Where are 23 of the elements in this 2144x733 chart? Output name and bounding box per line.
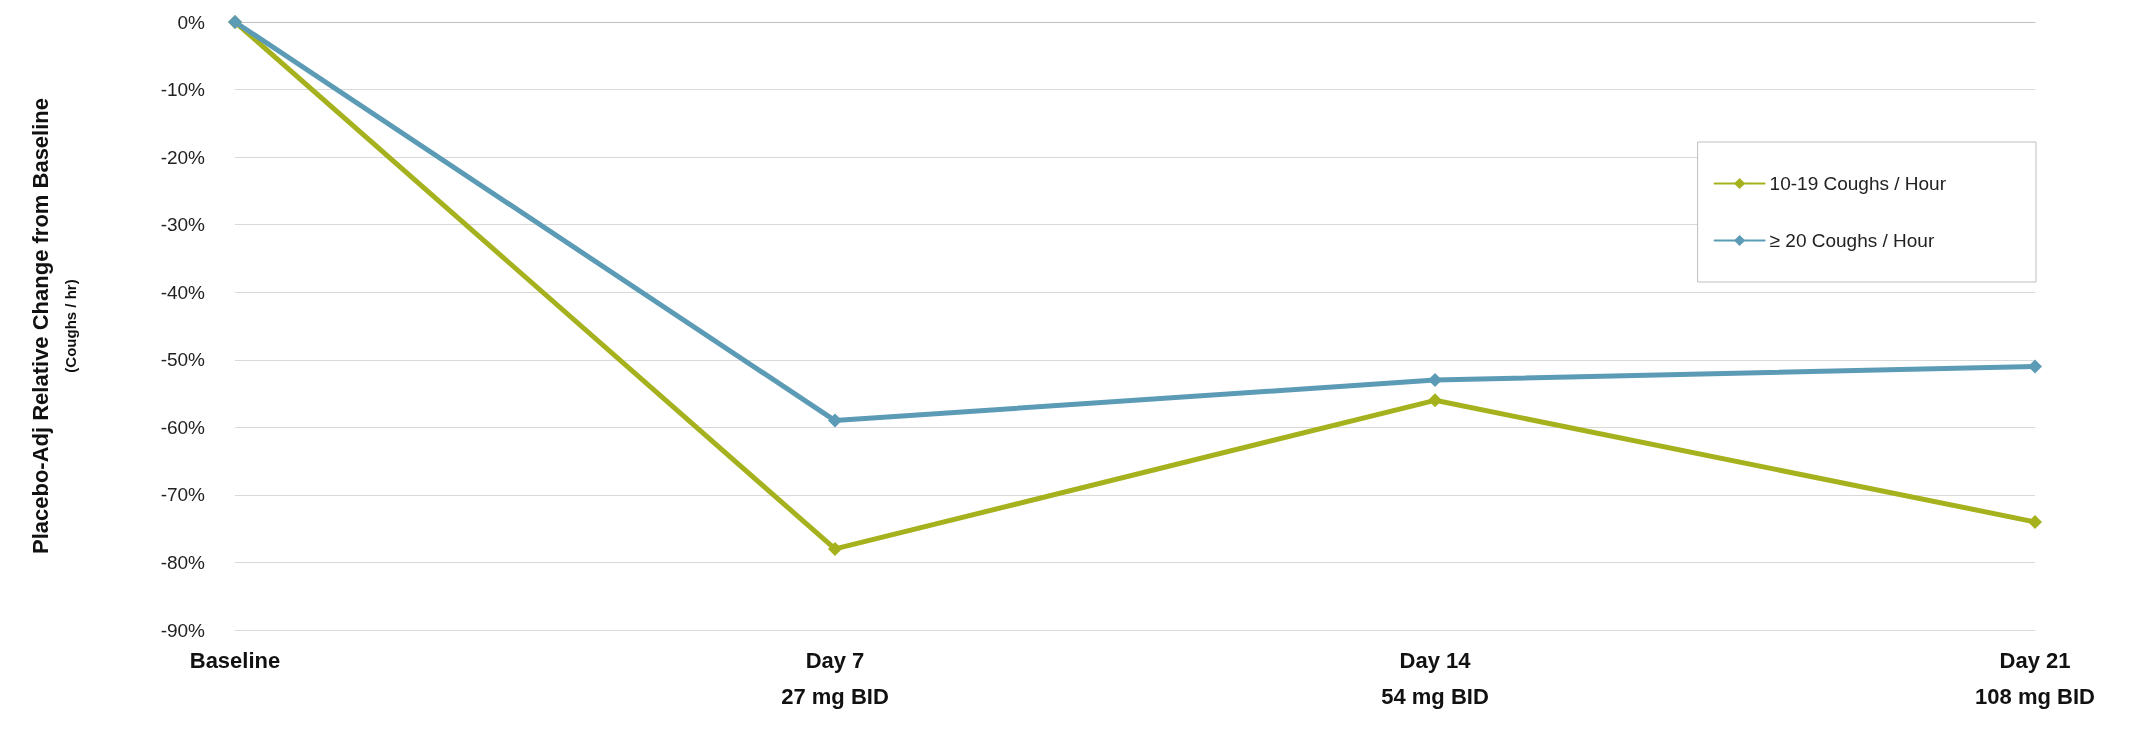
point (2028, 359, 2042, 374)
y-tick-label: -60% (160, 416, 206, 438)
legend-label: 10-19 Coughs / Hour (1769, 173, 1947, 194)
x-tick-label: Day 14 54 mg BID (1381, 647, 1489, 709)
y-tick-label: -40% (160, 281, 206, 303)
x-tick-label: Day 21 108 mg BID (1975, 647, 2095, 709)
point (1428, 373, 1442, 388)
point (2028, 514, 2042, 529)
y-tick-label: -80% (160, 551, 206, 573)
point (828, 413, 842, 428)
y-tick-label: -20% (160, 146, 206, 168)
x-tick-label: Baseline (189, 647, 281, 673)
y-axis-title: Placebo-Adj Relative Change from Baseline (Coughs / hr) (27, 97, 79, 555)
legend-label: ≥ 20 Coughs / Hour (1769, 230, 1935, 251)
y-tick-label: -50% (160, 349, 206, 371)
point (1428, 393, 1442, 408)
y-tick-label: 0% (177, 11, 206, 33)
y-tick-label: -70% (160, 484, 206, 506)
y-tick-label: -30% (160, 214, 206, 236)
x-tick-label: Day 7 27 mg BID (781, 647, 889, 709)
point (828, 541, 842, 556)
y-tick-label: -10% (160, 79, 206, 101)
y-tick-label: -90% (160, 619, 206, 641)
